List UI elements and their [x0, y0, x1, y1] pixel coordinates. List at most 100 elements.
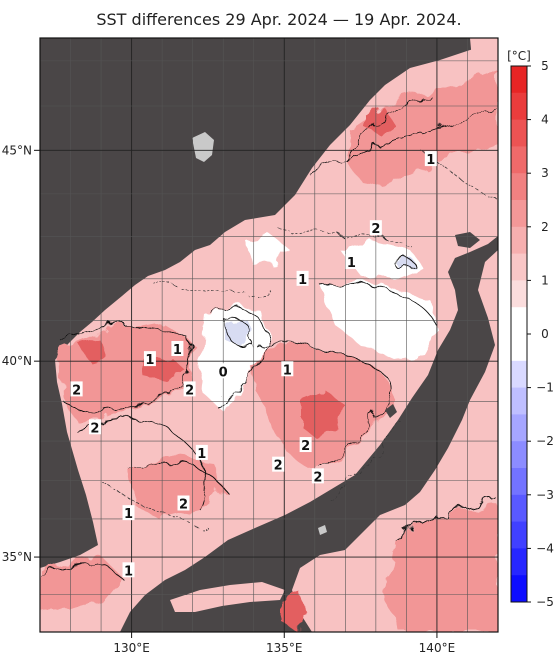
contour-label-bg [217, 363, 230, 379]
contour-label-bg [88, 419, 101, 435]
colorbar-cell [511, 200, 527, 228]
lon-tick-label: 130°E [113, 641, 150, 655]
contour-label: 2 [272, 456, 285, 474]
contour-label-bg [281, 361, 294, 377]
contour-label-bg [143, 351, 156, 367]
contour-label: 2 [177, 495, 190, 513]
lat-lon-grid [39, 38, 499, 633]
contour-label-text: 1 [426, 153, 435, 168]
colorbar-cell [511, 173, 527, 201]
contour-label-bg [311, 468, 324, 484]
colorbar-label: 0 [541, 327, 549, 341]
contour-label: 1 [122, 562, 135, 579]
contour-label-text: 1 [145, 353, 154, 368]
colorbar-label: −1 [536, 381, 554, 395]
contour-label-text: 1 [298, 273, 307, 288]
colorbar-cell [511, 575, 527, 603]
contour-label-text: 2 [72, 383, 81, 398]
lon-tick-label: 135°E [266, 641, 303, 655]
contour-label: 2 [369, 220, 382, 237]
axis-ticks: 130°E 135°E 140°E 45°N 40°N 35°N [2, 143, 455, 655]
colorbar-unit: [°C] [507, 49, 531, 63]
contour-label: 2 [183, 381, 196, 398]
colorbar-label: 5 [541, 59, 549, 73]
contour-label: 1 [281, 361, 294, 378]
contour-label-bg [122, 505, 135, 521]
colorbar-cell [511, 253, 527, 281]
colorbar-label: 3 [541, 166, 549, 180]
contour-label-text: 2 [185, 383, 194, 398]
colorbar-label: 2 [541, 220, 549, 234]
contour-label: 1 [424, 151, 437, 168]
lat-tick-label: 35°N [2, 550, 32, 564]
contour-label-text: 2 [274, 459, 283, 474]
contour-label-bg [296, 270, 309, 286]
colorbar-cell [511, 387, 527, 415]
colorbar-cell [511, 146, 527, 174]
contour-label: 2 [70, 381, 83, 398]
colorbar-cell [511, 334, 527, 362]
contour-label-text: 2 [301, 439, 310, 454]
contour-label-bg [183, 381, 196, 397]
contour-label-text: 1 [283, 363, 292, 378]
contour-label-bg [272, 456, 285, 472]
contour-label-text: 2 [371, 222, 380, 237]
contour-label-bg [299, 437, 312, 453]
inland-sea [170, 582, 285, 612]
colorbar-cell [511, 119, 527, 147]
lat-tick-label: 40°N [2, 354, 32, 368]
contour-label-text: 1 [124, 564, 133, 579]
colorbar-label: −4 [536, 541, 554, 555]
colorbar-cell [511, 307, 527, 335]
contour-label: 1 [171, 340, 184, 358]
colorbar-cell [511, 414, 527, 442]
island-oki [318, 525, 327, 535]
contour-label-bg [369, 220, 382, 236]
contour-label-bg [70, 381, 83, 397]
colorbar-cell [511, 360, 527, 388]
contour-label: 1 [345, 254, 358, 271]
contour-label: 2 [88, 419, 101, 436]
colorbar-label: −5 [536, 595, 554, 609]
lon-tick-label: 140°E [419, 641, 456, 655]
colorbar-label: 4 [541, 113, 549, 127]
colorbar-cell [511, 66, 527, 94]
contour-label: 1 [122, 505, 135, 522]
map-frame [39, 37, 499, 633]
colorbar-cell [511, 441, 527, 469]
contour-label-bg [171, 340, 184, 356]
colorbar-label: −2 [536, 434, 554, 448]
contour-label-text: 1 [347, 256, 356, 271]
contour-label-text: 1 [173, 343, 182, 358]
contour-label-bg [424, 151, 437, 167]
contour-label: 1 [296, 270, 309, 288]
colorbar-cell [511, 548, 527, 576]
contour-label-bg [345, 254, 358, 270]
contour-value-labels: 1 2 1 1 1 1 0 1 2 2 2 1 2 2 2 2 1 1 [70, 151, 437, 579]
contour-label: 1 [195, 444, 208, 462]
colorbar-label: −3 [536, 488, 554, 502]
contour-label-text: 2 [179, 498, 188, 513]
contour-label-text: 0 [219, 365, 228, 380]
contour-label-bg [122, 562, 135, 578]
colorbar-label: 1 [541, 273, 549, 287]
neutral-anomaly-patches [200, 235, 438, 410]
map-title: SST differences 29 Apr. 2024 — 19 Apr. 2… [96, 10, 462, 29]
island-sakhalin-shadow [192, 132, 214, 162]
island-sado [385, 404, 397, 418]
lat-tick-label: 45°N [2, 143, 32, 157]
colorbar-cell [511, 92, 527, 120]
contour-label-text: 1 [197, 447, 206, 462]
contour-label-bg [195, 444, 208, 460]
colorbar-cell [511, 226, 527, 254]
contour-label-text: 1 [124, 507, 133, 522]
contour-label-text: 2 [313, 470, 322, 485]
contour-label: 2 [299, 437, 312, 454]
contour-label: 0 [217, 363, 230, 380]
contour-label-text: 2 [90, 421, 99, 436]
colorbar-cell [511, 521, 527, 549]
colorbar-cell [511, 494, 527, 522]
contour-label: 2 [311, 468, 324, 485]
colorbar-cell [511, 468, 527, 496]
